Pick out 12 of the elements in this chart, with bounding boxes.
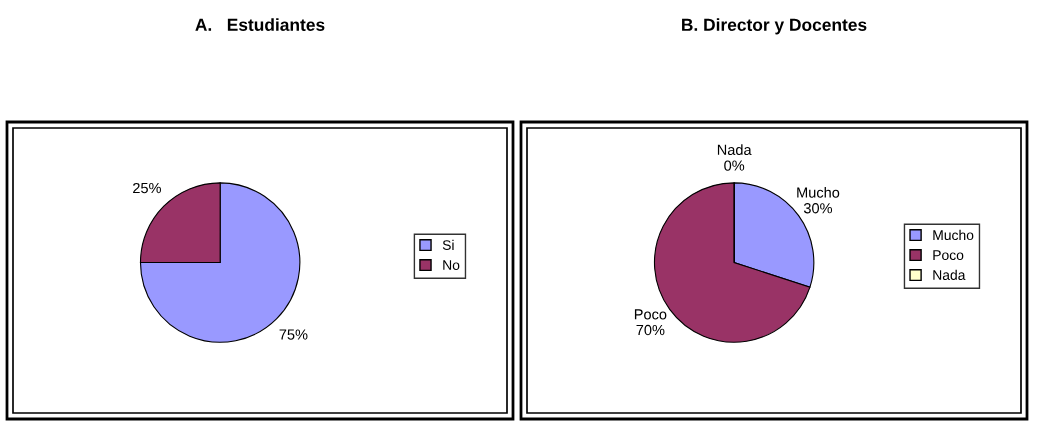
data-label: 25% (133, 182, 161, 194)
chart-title: B. Director y Docentes (682, 18, 867, 35)
data-label: 75% (279, 329, 308, 340)
legend-label: Mucho (933, 229, 974, 241)
legend-label: No (443, 260, 460, 270)
chart-title: A. Estudiantes (195, 18, 325, 31)
legend-label: Poco (933, 250, 964, 261)
data-label: Poco 70% (634, 309, 667, 336)
legend-label: Si (442, 239, 454, 251)
data-label: Mucho 30% (797, 187, 840, 214)
legend-label: Nada (933, 269, 966, 280)
text: Nada 0% (717, 144, 752, 171)
